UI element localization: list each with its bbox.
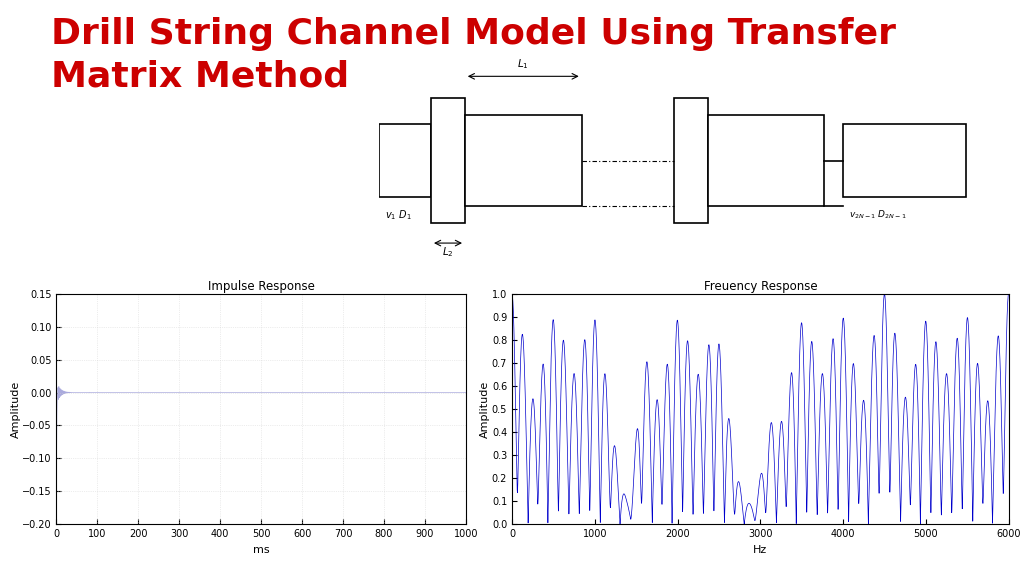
Text: $L_2$: $L_2$ [442, 245, 454, 259]
X-axis label: ms: ms [253, 544, 269, 555]
Bar [465, 115, 582, 206]
Bar [379, 124, 431, 198]
Y-axis label: Amplitude: Amplitude [480, 380, 490, 438]
Title: Freuency Response: Freuency Response [703, 279, 817, 293]
X-axis label: Hz: Hz [754, 544, 767, 555]
Bar [843, 124, 966, 198]
Bar [708, 115, 824, 206]
Text: $v_1\ D_1$: $v_1\ D_1$ [385, 209, 412, 222]
Text: $L_1$: $L_1$ [517, 58, 529, 71]
Text: $v_{2N-1}\ D_{2N-1}$: $v_{2N-1}\ D_{2N-1}$ [849, 209, 906, 221]
Bar [674, 98, 708, 223]
Title: Impulse Response: Impulse Response [208, 279, 314, 293]
Y-axis label: Amplitude: Amplitude [10, 380, 20, 438]
Bar [431, 98, 465, 223]
Text: Drill String Channel Model Using Transfer
Matrix Method: Drill String Channel Model Using Transfe… [51, 17, 896, 93]
